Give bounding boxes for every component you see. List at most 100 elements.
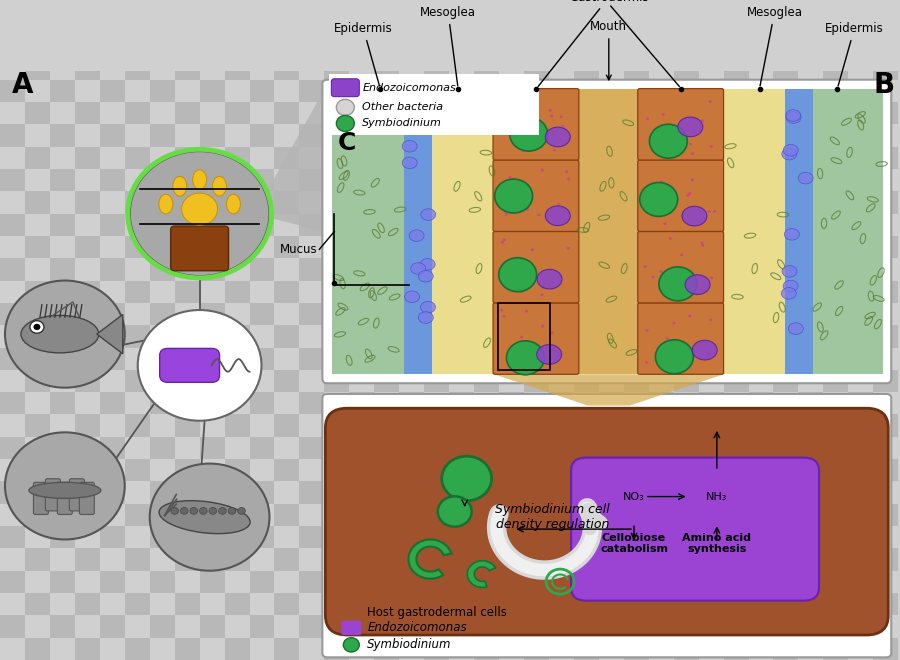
- Bar: [574, 102, 599, 124]
- Bar: [773, 80, 798, 102]
- Bar: [75, 280, 100, 303]
- Bar: [724, 258, 749, 280]
- Bar: [274, 169, 300, 191]
- Bar: [404, 88, 432, 374]
- Bar: [100, 57, 125, 80]
- Circle shape: [130, 151, 269, 276]
- Bar: [898, 459, 900, 481]
- Bar: [824, 169, 849, 191]
- FancyBboxPatch shape: [493, 160, 579, 232]
- Bar: [100, 593, 125, 615]
- Bar: [249, 638, 274, 660]
- Ellipse shape: [418, 271, 433, 282]
- Bar: [200, 124, 225, 147]
- Ellipse shape: [410, 230, 424, 242]
- Circle shape: [509, 358, 513, 361]
- Bar: [100, 35, 125, 57]
- Circle shape: [659, 267, 697, 301]
- Bar: [349, 214, 374, 236]
- Bar: [898, 303, 900, 325]
- Bar: [624, 638, 649, 660]
- FancyBboxPatch shape: [638, 88, 724, 160]
- Bar: [400, 414, 424, 437]
- Bar: [849, 191, 873, 214]
- Bar: [225, 236, 249, 258]
- Bar: [524, 102, 549, 124]
- Bar: [698, 414, 724, 437]
- Bar: [898, 147, 900, 169]
- Bar: [598, 236, 624, 258]
- Bar: [674, 57, 698, 80]
- Bar: [524, 35, 549, 57]
- Bar: [349, 57, 374, 80]
- Bar: [449, 615, 474, 638]
- Bar: [698, 437, 724, 459]
- Bar: [374, 258, 400, 280]
- Bar: [773, 615, 798, 638]
- Bar: [798, 147, 824, 169]
- Bar: [249, 57, 274, 80]
- Bar: [574, 325, 599, 348]
- Bar: [50, 548, 75, 571]
- FancyBboxPatch shape: [33, 482, 49, 515]
- Bar: [424, 526, 449, 548]
- Bar: [324, 35, 349, 57]
- Bar: [50, 80, 75, 102]
- Bar: [149, 303, 175, 325]
- Bar: [324, 481, 349, 504]
- Bar: [225, 280, 249, 303]
- Circle shape: [663, 358, 667, 360]
- Bar: [300, 214, 324, 236]
- Bar: [432, 88, 494, 374]
- Bar: [0, 57, 25, 80]
- Bar: [649, 548, 674, 571]
- Circle shape: [640, 182, 678, 216]
- Bar: [474, 258, 499, 280]
- Bar: [225, 504, 249, 526]
- Bar: [400, 236, 424, 258]
- Bar: [149, 147, 175, 169]
- Bar: [75, 481, 100, 504]
- Bar: [524, 638, 549, 660]
- Text: C: C: [338, 131, 356, 155]
- Bar: [149, 325, 175, 348]
- Bar: [798, 303, 824, 325]
- Bar: [624, 35, 649, 57]
- Circle shape: [149, 463, 269, 571]
- Bar: [474, 147, 499, 169]
- Bar: [249, 437, 274, 459]
- Bar: [449, 548, 474, 571]
- Bar: [649, 414, 674, 437]
- Circle shape: [688, 315, 691, 317]
- Bar: [873, 437, 898, 459]
- Bar: [649, 124, 674, 147]
- Bar: [749, 348, 773, 370]
- Bar: [225, 593, 249, 615]
- Bar: [724, 526, 749, 548]
- Text: Symbiodinium: Symbiodinium: [363, 118, 442, 129]
- Bar: [100, 102, 125, 124]
- Bar: [25, 638, 50, 660]
- Bar: [349, 504, 374, 526]
- Bar: [724, 57, 749, 80]
- FancyBboxPatch shape: [638, 232, 724, 303]
- Bar: [624, 526, 649, 548]
- Bar: [574, 392, 599, 414]
- Bar: [274, 481, 300, 504]
- Bar: [100, 526, 125, 548]
- Bar: [749, 57, 773, 80]
- Bar: [25, 258, 50, 280]
- Ellipse shape: [421, 209, 436, 220]
- Bar: [524, 392, 549, 414]
- Bar: [873, 526, 898, 548]
- Bar: [499, 392, 524, 414]
- Circle shape: [190, 508, 198, 514]
- Bar: [249, 325, 274, 348]
- Bar: [349, 571, 374, 593]
- Bar: [175, 526, 200, 548]
- Bar: [499, 57, 524, 80]
- Bar: [349, 548, 374, 571]
- Bar: [225, 571, 249, 593]
- Bar: [574, 124, 599, 147]
- Bar: [624, 80, 649, 102]
